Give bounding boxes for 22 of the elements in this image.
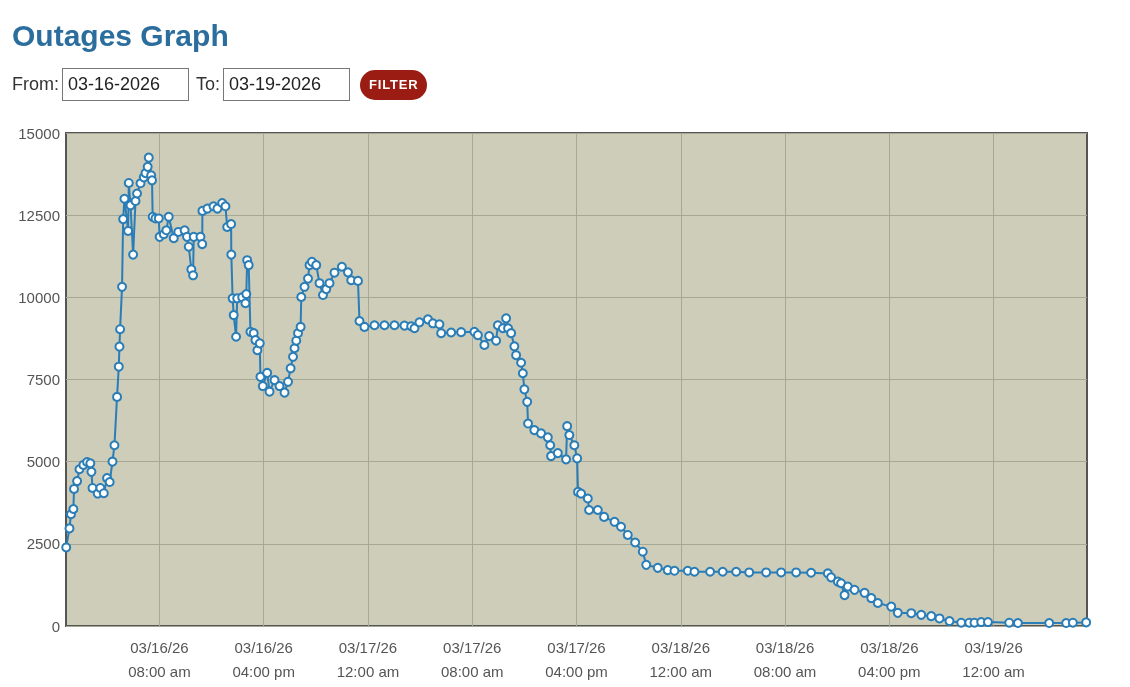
x-tick-label: 03/17/26 04:00 pm xyxy=(545,638,608,680)
text: To: xyxy=(196,74,221,95)
y-tick-label: 2500 xyxy=(26,535,60,553)
y-tick-label: 12500 xyxy=(18,206,60,224)
date-field: 03-16-2026 xyxy=(62,68,189,101)
y-tick-label: 5000 xyxy=(26,453,60,471)
x-tick-label: 03/16/26 08:00 am xyxy=(128,638,191,680)
chart-title: Outages Graph xyxy=(12,19,229,53)
filter-button: FILTER xyxy=(360,69,428,100)
x-tick-label: 03/16/26 04:00 pm xyxy=(232,638,295,680)
x-tick-label: 03/18/26 04:00 pm xyxy=(858,638,921,680)
text: From: xyxy=(12,74,59,95)
date-field: 03-19-2026 xyxy=(223,68,350,101)
y-tick-label: 7500 xyxy=(26,371,60,388)
x-tick-label: 03/17/26 08:00 am xyxy=(440,638,504,680)
x-tick-label: 03/18/26 12:00 am xyxy=(649,638,713,680)
y-tick-label: 15000 xyxy=(18,124,60,142)
x-tick-label: 03/17/26 12:00 am xyxy=(336,638,400,680)
x-tick-label: 03/19/26 12:00 am xyxy=(962,638,1025,680)
y-tick-label: 0 xyxy=(51,617,60,635)
x-tick-label: 03/18/26 08:00 am xyxy=(753,638,817,680)
y-tick-label: 10000 xyxy=(18,288,60,306)
